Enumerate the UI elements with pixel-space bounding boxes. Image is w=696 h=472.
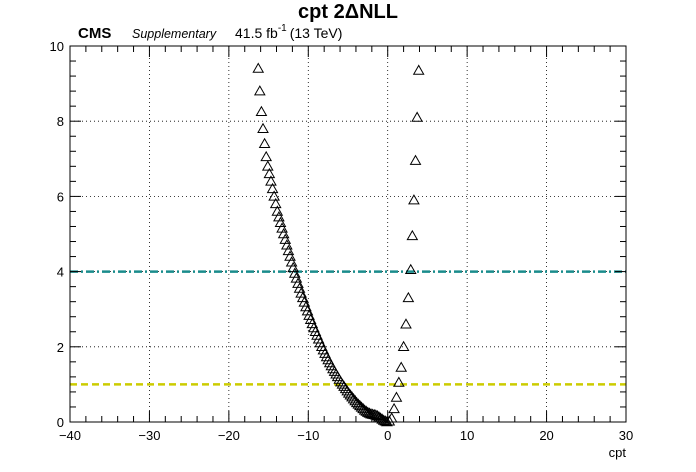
data-points	[252, 62, 425, 427]
y-tick-label: 10	[50, 39, 64, 54]
x-tick-label: −10	[297, 428, 319, 443]
data-point	[268, 190, 280, 201]
x-tick-label: 20	[539, 428, 553, 443]
data-point	[377, 414, 390, 425]
chart-title: cpt 2ΔNLL	[298, 1, 398, 23]
data-point	[266, 182, 279, 194]
energy-label: (13 TeV)	[290, 25, 343, 41]
data-point	[400, 318, 412, 329]
data-point	[300, 300, 312, 312]
data-point	[390, 391, 403, 402]
data-point	[263, 167, 276, 179]
data-point	[295, 287, 307, 298]
data-point	[402, 291, 415, 303]
data-point	[255, 105, 268, 117]
data-point	[252, 62, 265, 73]
data-point	[361, 406, 374, 417]
data-point	[293, 282, 306, 293]
data-point	[303, 309, 315, 320]
x-tick-label: 10	[460, 428, 474, 443]
y-tick-label: 2	[57, 340, 64, 355]
data-point	[392, 376, 405, 387]
data-point	[260, 150, 273, 162]
luminosity-label: 41.5 fb-1 (13 TeV)	[235, 23, 342, 41]
data-point	[261, 160, 274, 171]
y-tick-label: 4	[57, 265, 64, 280]
x-tick-label: −40	[59, 428, 81, 443]
x-tick-label: −20	[218, 428, 240, 443]
plot-frame	[69, 45, 627, 423]
tick-labels: −40 −30 −20 −10 0 10 20 30 0 2 4 6 8 10	[50, 39, 634, 443]
x-tick-label: 0	[384, 428, 391, 443]
data-point	[383, 415, 396, 426]
grid	[70, 46, 626, 422]
y-tick-label: 0	[57, 415, 64, 430]
data-point	[306, 317, 319, 329]
data-point	[408, 194, 420, 205]
data-point	[301, 305, 314, 316]
data-point	[381, 415, 393, 427]
axis-ticks	[69, 45, 627, 423]
x-axis-label: cpt	[609, 445, 627, 460]
data-point	[388, 402, 400, 414]
data-point	[395, 361, 408, 372]
x-tick-label: 30	[619, 428, 633, 443]
experiment-label: CMS	[78, 25, 111, 42]
data-point	[369, 409, 382, 420]
data-point	[404, 263, 417, 274]
data-point	[304, 313, 317, 324]
data-point	[376, 413, 389, 424]
data-point	[412, 64, 425, 75]
data-point	[363, 407, 376, 418]
luminosity-value: 41.5 fb	[235, 25, 278, 41]
data-point	[397, 340, 410, 352]
data-point	[411, 111, 423, 122]
data-point	[406, 229, 419, 241]
data-point	[296, 291, 309, 303]
data-point	[269, 197, 282, 209]
reference-lines	[70, 270, 626, 386]
data-point	[265, 175, 277, 186]
data-point	[292, 277, 304, 288]
supplementary-tag: Supplementary	[132, 27, 217, 41]
x-tick-label: −30	[138, 428, 160, 443]
data-point	[409, 154, 422, 165]
luminosity-exponent: -1	[278, 23, 287, 34]
data-point	[360, 405, 373, 416]
data-point	[253, 85, 266, 96]
y-tick-label: 8	[57, 114, 64, 129]
data-point	[257, 122, 269, 133]
data-point	[288, 267, 301, 278]
data-point	[258, 137, 271, 149]
data-point	[298, 296, 311, 307]
y-tick-label: 6	[57, 189, 64, 204]
